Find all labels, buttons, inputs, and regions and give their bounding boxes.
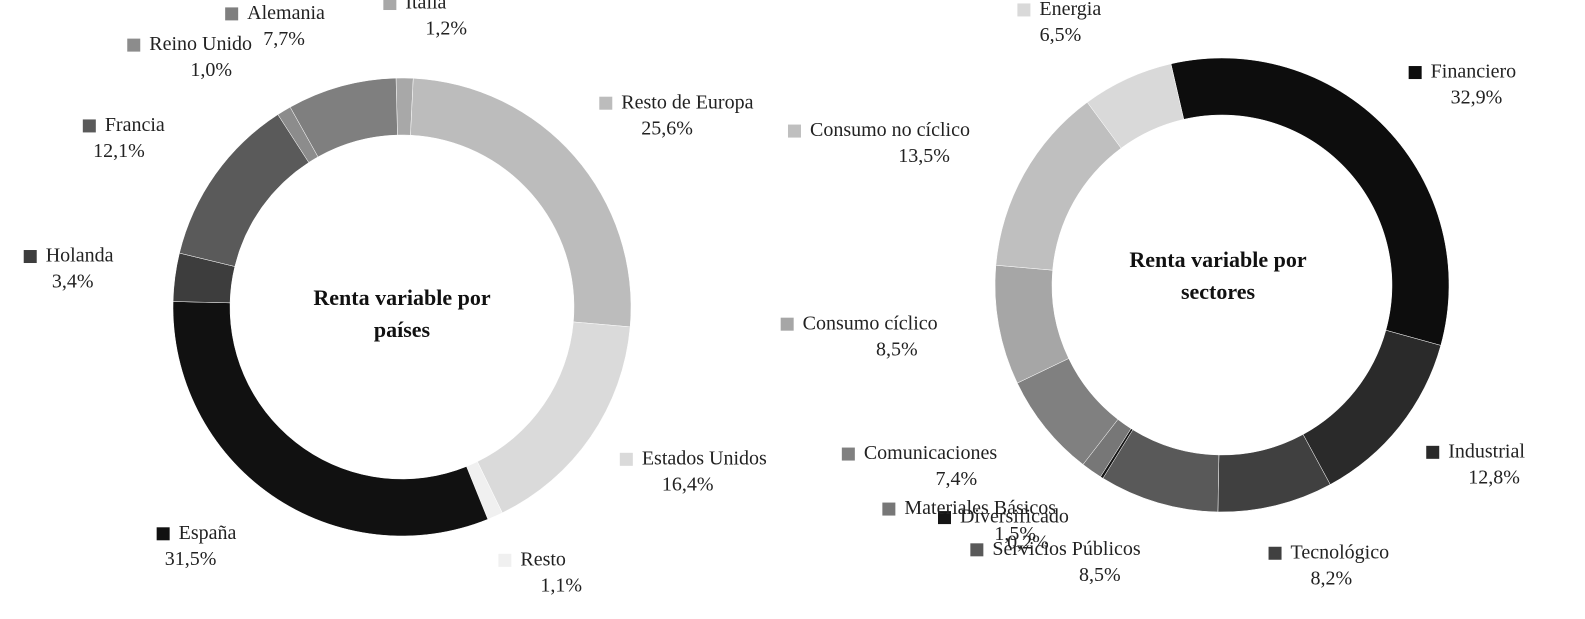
slice-label: Consumo cíclico 8,5% <box>780 312 938 360</box>
slice-label: Italia 1,2% <box>383 0 467 40</box>
value-label: 1,1% <box>540 574 582 596</box>
legend-swatch <box>127 38 141 52</box>
value-label: 7,7% <box>263 28 305 50</box>
value-label: 8,5% <box>1079 564 1121 586</box>
legend-swatch <box>225 7 239 21</box>
slice-label: Holanda 3,4% <box>23 245 114 293</box>
legend-swatch <box>498 553 512 567</box>
category-label: Materiales Básicos <box>904 497 1056 519</box>
value-label: 12,8% <box>1468 466 1520 488</box>
category-label: Tecnológico <box>1291 541 1390 563</box>
value-label: 0,2% <box>1007 532 1049 554</box>
category-label: Comunicaciones <box>864 442 998 464</box>
chart-title: Renta variable por sectores <box>1129 247 1307 304</box>
slice <box>172 301 489 537</box>
legend-swatch <box>82 119 96 133</box>
legend-swatch <box>970 543 984 557</box>
slice <box>477 321 631 514</box>
value-label: 7,4% <box>935 468 977 490</box>
legend-swatch <box>23 250 37 264</box>
value-label: 1,5% <box>994 523 1036 545</box>
category-label: Alemania <box>247 2 325 24</box>
category-label: Resto <box>520 548 566 570</box>
category-label: Resto de Europa <box>621 91 753 113</box>
legend-swatch <box>882 502 896 516</box>
slice-label: Comunicaciones 7,4% <box>841 442 998 490</box>
value-label: 32,9% <box>1451 87 1503 109</box>
chart-title: Renta variable por países <box>313 285 491 342</box>
slice-label: Alemania 7,7% <box>225 2 325 50</box>
slice-label: Materiales Básicos 1,5% <box>882 497 1056 545</box>
value-label: 25,6% <box>641 117 693 139</box>
slice-label: España 31,5% <box>156 522 237 570</box>
category-label: Energia <box>1039 0 1101 20</box>
legend-swatch <box>619 452 633 466</box>
value-label: 1,0% <box>190 59 232 81</box>
slice <box>1302 329 1442 485</box>
legend-swatch <box>937 511 951 525</box>
slice-label: Resto 1,1% <box>498 548 582 596</box>
value-label: 3,4% <box>52 271 94 293</box>
slice <box>995 101 1122 271</box>
slice-label: Servicios Públicos 8,5% <box>970 538 1141 586</box>
slice-label: Consumo no cíclico 13,5% <box>787 119 970 167</box>
category-label: Financiero <box>1431 61 1517 83</box>
category-label: España <box>179 522 237 544</box>
category-label: Consumo cíclico <box>803 312 938 334</box>
slice <box>1086 63 1185 149</box>
slice-label: Resto de Europa 25,6% <box>599 91 754 139</box>
slice <box>410 78 632 328</box>
category-label: Industrial <box>1448 440 1525 462</box>
legend-swatch <box>780 317 794 331</box>
category-label: Reino Unido <box>149 33 252 55</box>
category-label: Estados Unidos <box>642 447 767 469</box>
legend-swatch <box>383 0 397 11</box>
slice-label: Financiero 32,9% <box>1408 61 1517 109</box>
legend-swatch <box>599 96 613 110</box>
value-label: 31,5% <box>165 548 217 570</box>
slice <box>1170 57 1450 346</box>
legend-swatch <box>841 447 855 461</box>
slice-label: Reino Unido 1,0% <box>127 33 252 81</box>
legend-swatch <box>1017 3 1031 17</box>
slice-label: Industrial 12,8% <box>1426 440 1525 488</box>
slice-label: Estados Unidos 16,4% <box>619 447 767 495</box>
category-label: Holanda <box>46 245 114 267</box>
value-label: 13,5% <box>898 145 950 167</box>
slice-label: Diversificado 0,2% <box>937 506 1069 554</box>
legend-swatch <box>1408 66 1422 80</box>
slice <box>289 77 398 158</box>
category-label: Consumo no cíclico <box>810 119 970 141</box>
value-label: 6,5% <box>1040 24 1082 46</box>
value-label: 8,5% <box>876 338 918 360</box>
value-label: 16,4% <box>662 473 714 495</box>
slice-label: Energia 6,5% <box>1017 0 1101 46</box>
slice-label: Tecnológico 8,2% <box>1268 541 1390 589</box>
legend-swatch <box>1426 445 1440 459</box>
slice-label: Francia 12,1% <box>82 114 165 162</box>
legend-swatch <box>1268 546 1282 560</box>
slice <box>179 114 310 267</box>
category-label: Francia <box>105 114 165 136</box>
value-label: 1,2% <box>425 18 467 40</box>
legend-swatch <box>156 527 170 541</box>
category-label: Diversificado <box>960 506 1069 528</box>
category-label: Italia <box>405 0 446 14</box>
legend-swatch <box>787 124 801 138</box>
value-label: 12,1% <box>93 140 145 162</box>
value-label: 8,2% <box>1311 567 1353 589</box>
category-label: Servicios Públicos <box>992 538 1141 560</box>
